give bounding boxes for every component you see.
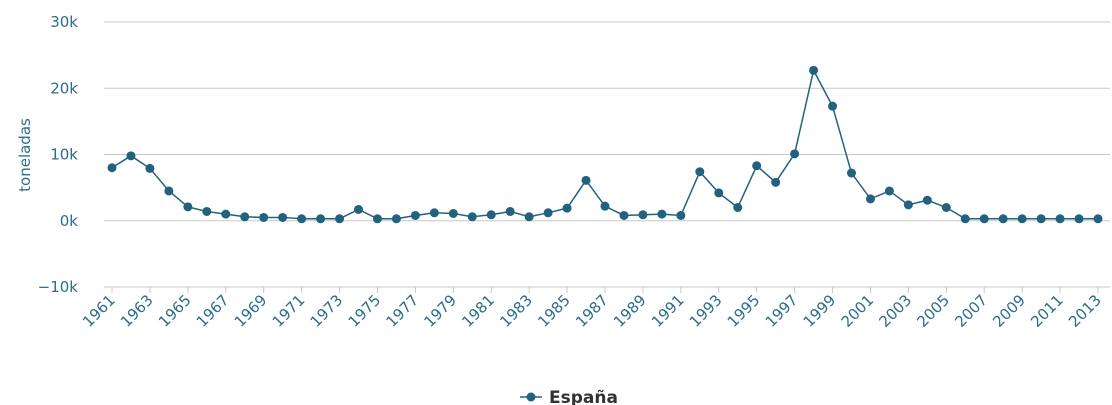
point (884, 186, 894, 196)
x-tick-label: 1989 (610, 291, 650, 331)
point (979, 214, 989, 224)
point (1017, 214, 1027, 224)
point (524, 212, 534, 222)
point (107, 163, 117, 173)
y-tick-label: 30k (50, 13, 78, 31)
point (410, 210, 420, 220)
x-tick-label: 1975 (345, 291, 385, 331)
x-tick-label: 1969 (231, 291, 271, 331)
x-tick-label: 1967 (193, 291, 233, 331)
x-tick-label: 1963 (117, 291, 157, 331)
x-tick-label: 2009 (989, 291, 1029, 331)
x-tick-label: 1979 (420, 291, 460, 331)
point (922, 195, 932, 205)
point (467, 212, 477, 222)
point (202, 206, 212, 216)
point (847, 168, 856, 178)
point (391, 214, 401, 224)
point (562, 203, 572, 213)
x-tick-label: 1961 (79, 291, 119, 331)
point (695, 167, 705, 177)
point (1074, 214, 1084, 224)
x-tick-label: 1971 (269, 291, 309, 331)
x-tick-label: 1991 (648, 291, 688, 331)
x-tick-label: 1999 (800, 291, 840, 331)
point (714, 188, 724, 198)
x-tick-label: 1985 (534, 291, 574, 331)
y-tick-label: 0k (60, 212, 79, 230)
point (581, 175, 591, 185)
point (448, 208, 458, 218)
point (297, 214, 307, 224)
legend-marker (526, 392, 536, 402)
y-axis-title: toneladas (16, 118, 34, 192)
point (752, 161, 762, 171)
point (221, 209, 231, 219)
point (771, 177, 781, 187)
point (960, 214, 970, 224)
x-tick-label: 2011 (1027, 291, 1067, 331)
point (600, 201, 610, 211)
point (676, 210, 686, 220)
point (1093, 214, 1103, 224)
point (354, 204, 363, 214)
x-tick-label: 2013 (1065, 291, 1105, 331)
point (183, 202, 193, 212)
point (145, 163, 155, 173)
point (903, 200, 913, 210)
point (316, 214, 326, 224)
x-tick-label: 1981 (458, 291, 498, 331)
point (126, 151, 136, 161)
point (790, 149, 800, 159)
point (505, 206, 515, 216)
point (486, 210, 496, 220)
legend-label: España (549, 388, 618, 405)
x-tick-label: 1977 (382, 291, 422, 331)
point (941, 203, 951, 212)
point (543, 208, 553, 218)
x-tick-label: 1983 (496, 291, 536, 331)
point (733, 203, 743, 212)
point (657, 209, 667, 219)
point (278, 212, 288, 222)
x-tick-label: 2007 (951, 291, 991, 331)
point (1055, 214, 1065, 224)
x-tick-label: 2003 (875, 291, 915, 331)
point (240, 212, 250, 222)
point (998, 214, 1008, 224)
point (335, 214, 345, 224)
y-tick-label: 20k (50, 79, 78, 97)
x-tick-label: 1965 (155, 291, 195, 331)
x-tick-label: 1987 (572, 291, 612, 331)
point (372, 214, 382, 224)
x-tick-label: 2005 (913, 291, 953, 331)
line (111, 68, 1098, 220)
x-tick-label: 1997 (762, 291, 802, 331)
point (1036, 214, 1046, 224)
x-tick-label: 1993 (686, 291, 726, 331)
point (619, 210, 629, 220)
point (865, 194, 875, 204)
x-tick-label: 1995 (724, 291, 764, 331)
point (638, 210, 648, 220)
x-tick-label: 1973 (307, 291, 347, 331)
point (828, 101, 838, 111)
point (259, 212, 269, 222)
y-tick-label: −10k (38, 278, 79, 296)
point (164, 186, 174, 196)
y-tick-label: 10k (50, 146, 78, 164)
x-tick-label: 2001 (838, 291, 878, 331)
point (809, 65, 819, 75)
point (429, 208, 439, 218)
